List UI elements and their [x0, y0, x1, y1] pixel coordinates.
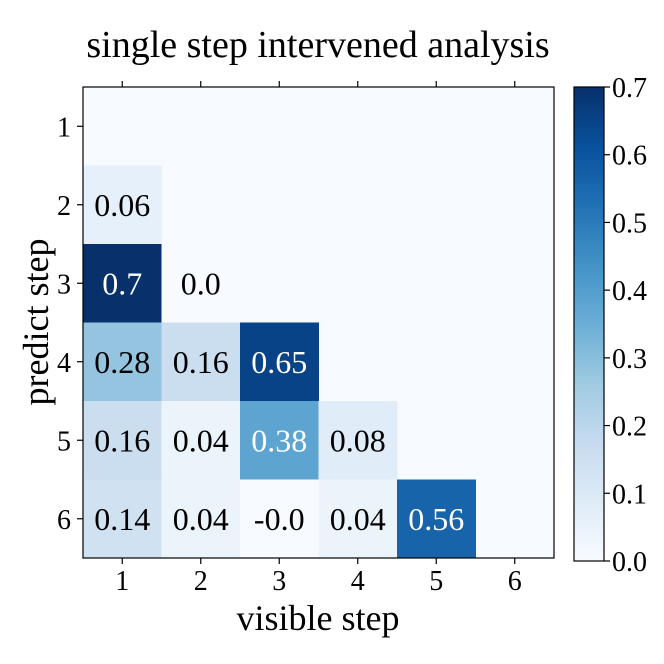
- heatmap-cell: [240, 401, 319, 480]
- x-tick-label: 5: [429, 566, 443, 597]
- heatmap-cell: [161, 479, 241, 559]
- cell-value-label: 0.38: [251, 422, 307, 458]
- heatmap-cell: [318, 479, 398, 559]
- x-tick-label: 6: [508, 566, 522, 597]
- colorbar-tick-label: 0.7: [612, 73, 647, 104]
- y-tick-label: 4: [57, 348, 71, 379]
- cell-value-label: 0.56: [408, 501, 464, 537]
- cell-value-label: 0.06: [94, 187, 150, 223]
- heatmap-cell: [83, 479, 162, 559]
- cell-value-label: 0.04: [173, 501, 229, 537]
- y-axis: 1 2 3 4 5 6: [57, 112, 83, 536]
- cell-value-label: 0.08: [330, 422, 386, 458]
- cell-value-label: 0.65: [251, 344, 307, 380]
- x-axis-label: visible step: [237, 598, 400, 638]
- y-tick-label: 1: [57, 112, 71, 143]
- y-tick-label: 5: [57, 426, 71, 457]
- x-axis: 1 2 3 4 5 6: [115, 81, 522, 597]
- heatmap-cell: [83, 244, 162, 323]
- heatmap-cell: [83, 322, 162, 402]
- heatmap-cell: [83, 165, 162, 245]
- y-tick-label: 3: [57, 269, 71, 300]
- cell-value-label: 0.16: [173, 344, 229, 380]
- colorbar-tick-label: 0.4: [612, 276, 647, 307]
- colorbar-tick-label: 0.6: [612, 141, 647, 172]
- y-tick-label: 2: [57, 191, 71, 222]
- y-tick-label: 6: [57, 505, 71, 536]
- colorbar-gradient: [573, 86, 605, 562]
- cell-value-label: 0.7: [102, 265, 142, 301]
- chart-title: single step intervened analysis: [86, 24, 549, 66]
- heatmap-cell: [161, 244, 241, 323]
- plot-area: 0.06 0.7 0.0 0.28 0.16 0.65 0.16 0.04 0.38 0.08 0.…: [82, 86, 555, 559]
- cell-value-label: -0.0: [254, 501, 305, 537]
- colorbar-tick-label: 0.3: [612, 344, 647, 375]
- heatmap-cell: [397, 479, 476, 559]
- heatmap-cell: [161, 322, 241, 402]
- x-tick-label: 1: [115, 566, 129, 597]
- cell-value-label: 0.14: [94, 501, 150, 537]
- heatmap-cell: [83, 401, 162, 480]
- colorbar-tick-label: 0.1: [612, 479, 647, 510]
- colorbar-tick-label: 0.2: [612, 412, 647, 443]
- cell-value-label: 0.28: [94, 344, 150, 380]
- x-tick-label: 4: [351, 566, 365, 597]
- colorbar-tick-label: 0.0: [612, 547, 647, 578]
- y-axis-label: predict step: [16, 239, 56, 406]
- heatmap-cell: [161, 401, 241, 480]
- cell-value-label: 0.04: [330, 501, 386, 537]
- colorbar-tick-label: 0.5: [612, 208, 647, 239]
- cell-value-label: 0.04: [173, 422, 229, 458]
- x-tick-label: 2: [194, 566, 208, 597]
- heatmap-cell: [240, 479, 319, 559]
- colorbar: 0.0 0.1 0.2 0.3 0.4 0.5 0.6 0.7: [573, 73, 647, 578]
- cell-value-label: 0.16: [94, 422, 150, 458]
- plot-frame: [82, 86, 555, 559]
- x-tick-label: 3: [272, 566, 286, 597]
- heatmap-cell: [318, 401, 398, 480]
- cell-value-label: 0.0: [181, 265, 221, 301]
- heatmap-cell: [240, 322, 319, 402]
